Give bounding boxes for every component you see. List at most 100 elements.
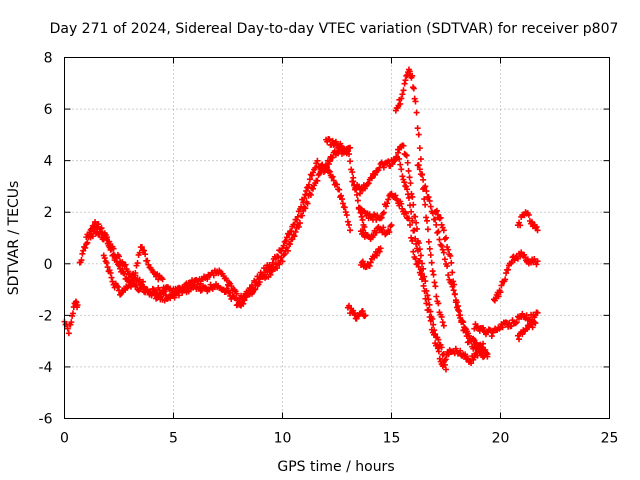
data-point	[435, 336, 442, 343]
data-point	[345, 221, 352, 228]
data-point	[144, 257, 151, 264]
y-tick-label: -2	[39, 308, 53, 324]
data-point	[432, 216, 439, 223]
data-point	[433, 208, 440, 215]
data-point	[138, 244, 145, 251]
data-point	[531, 256, 538, 263]
data-point	[437, 214, 444, 221]
data-point	[436, 236, 443, 243]
data-point	[353, 191, 360, 198]
data-point	[109, 278, 116, 285]
data-point	[409, 193, 416, 200]
data-point	[438, 242, 445, 249]
data-point	[415, 263, 422, 270]
data-point	[141, 283, 148, 290]
data-point	[422, 183, 429, 190]
data-point	[280, 252, 287, 259]
data-point	[366, 262, 373, 269]
data-point	[398, 95, 405, 102]
data-point	[430, 321, 437, 328]
data-point	[408, 208, 415, 215]
data-point	[404, 159, 411, 166]
data-point	[162, 292, 169, 299]
data-point	[368, 175, 375, 182]
data-point	[404, 186, 411, 193]
data-point	[409, 217, 416, 224]
data-point	[274, 265, 281, 272]
data-point	[82, 244, 89, 251]
data-point	[408, 234, 415, 241]
data-point	[430, 271, 437, 278]
series-satellite-track-10	[357, 245, 384, 271]
data-point	[330, 177, 337, 184]
data-point	[296, 220, 303, 227]
data-point	[376, 248, 383, 255]
data-point	[403, 152, 410, 159]
series-satellite-track-16	[471, 309, 541, 340]
data-point	[497, 289, 504, 296]
y-tick-label: -6	[39, 412, 53, 428]
data-point	[413, 219, 420, 226]
data-point	[339, 200, 346, 207]
data-point	[359, 258, 366, 265]
data-point	[420, 176, 427, 183]
data-point	[359, 216, 366, 223]
data-point	[412, 98, 419, 105]
data-point	[423, 287, 430, 294]
data-point	[428, 259, 435, 266]
data-point	[484, 353, 491, 360]
data-point	[380, 224, 387, 231]
data-point	[338, 192, 345, 199]
series-satellite-track-19	[514, 209, 541, 234]
data-point	[377, 245, 384, 252]
data-point	[116, 253, 122, 260]
series-satellite-track-17	[490, 249, 541, 304]
data-point	[533, 261, 540, 268]
data-point	[475, 345, 482, 352]
data-point	[142, 251, 149, 258]
data-point	[365, 180, 372, 187]
data-point	[426, 245, 433, 252]
data-point	[380, 209, 387, 216]
data-point	[276, 261, 283, 268]
data-point	[495, 293, 502, 300]
data-point	[232, 295, 239, 302]
data-point	[405, 215, 412, 222]
data-point	[462, 351, 469, 358]
data-point	[427, 203, 434, 210]
data-point	[426, 197, 433, 204]
data-point	[411, 95, 418, 102]
data-point	[534, 227, 541, 234]
data-point	[415, 240, 422, 247]
data-point	[457, 347, 464, 354]
data-point	[424, 292, 431, 299]
data-point	[302, 205, 309, 212]
y-tick-label: 4	[44, 154, 53, 170]
data-point	[194, 281, 201, 288]
data-point	[482, 350, 489, 357]
data-point	[451, 281, 458, 288]
data-point	[68, 319, 75, 326]
x-tick-label: 0	[60, 431, 69, 447]
data-point	[281, 250, 288, 257]
data-point	[397, 100, 404, 107]
data-point	[444, 263, 451, 270]
data-point	[407, 221, 414, 228]
data-point	[307, 191, 314, 198]
data-point	[103, 259, 110, 266]
data-point	[415, 162, 422, 169]
data-point	[326, 168, 333, 175]
data-point	[410, 201, 417, 208]
data-point	[426, 301, 433, 308]
data-point	[129, 279, 136, 286]
data-point	[114, 283, 121, 290]
data-point	[409, 237, 416, 244]
data-point	[101, 255, 108, 262]
data-point	[443, 234, 449, 241]
data-point	[349, 169, 356, 176]
data-point	[314, 157, 321, 164]
data-point	[325, 161, 332, 168]
data-point	[432, 331, 439, 338]
data-point	[396, 146, 403, 153]
data-point	[156, 290, 163, 297]
